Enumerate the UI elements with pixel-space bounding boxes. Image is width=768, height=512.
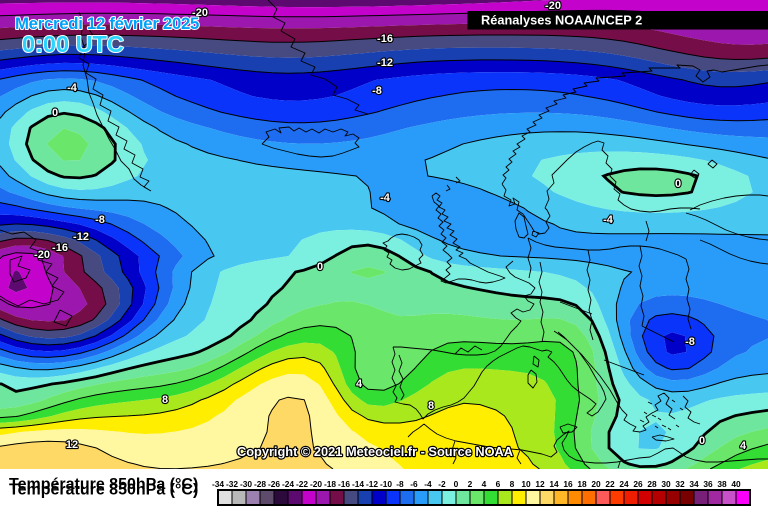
svg-text:-8: -8	[95, 214, 105, 226]
svg-text:10: 10	[521, 479, 531, 489]
svg-text:8: 8	[162, 394, 168, 406]
svg-text:-24: -24	[282, 479, 294, 489]
svg-text:4: 4	[482, 479, 487, 489]
svg-text:0:00 UTC: 0:00 UTC	[22, 31, 124, 57]
svg-text:8: 8	[510, 479, 515, 489]
svg-text:8: 8	[428, 400, 434, 412]
svg-text:-16: -16	[338, 479, 350, 489]
svg-text:-20: -20	[545, 0, 561, 12]
svg-text:28: 28	[647, 479, 657, 489]
svg-text:-28: -28	[254, 479, 266, 489]
svg-text:-4: -4	[380, 192, 391, 204]
svg-text:-16: -16	[377, 33, 393, 45]
svg-text:38: 38	[717, 479, 727, 489]
svg-text:6: 6	[496, 479, 501, 489]
svg-text:-12: -12	[73, 231, 89, 243]
svg-text:-30: -30	[240, 479, 252, 489]
svg-text:-8: -8	[396, 479, 404, 489]
svg-text:Copyright © 2021 Meteociel.fr: Copyright © 2021 Meteociel.fr - Source N…	[237, 444, 513, 459]
svg-text:-26: -26	[268, 479, 280, 489]
svg-text:-8: -8	[372, 85, 382, 97]
svg-text:-4: -4	[67, 82, 78, 94]
svg-text:-14: -14	[352, 479, 364, 489]
svg-text:0: 0	[52, 107, 58, 119]
svg-text:-32: -32	[226, 479, 238, 489]
svg-text:-34: -34	[212, 479, 224, 489]
svg-text:26: 26	[633, 479, 643, 489]
svg-text:36: 36	[703, 479, 713, 489]
svg-text:-4: -4	[603, 214, 614, 226]
svg-text:40: 40	[731, 479, 741, 489]
svg-text:12: 12	[535, 479, 545, 489]
svg-text:-6: -6	[410, 479, 418, 489]
svg-text:18: 18	[577, 479, 587, 489]
svg-text:16: 16	[563, 479, 573, 489]
svg-text:-4: -4	[424, 479, 432, 489]
svg-text:14: 14	[549, 479, 559, 489]
svg-text:30: 30	[661, 479, 671, 489]
svg-text:-10: -10	[380, 479, 392, 489]
svg-text:4: 4	[740, 440, 747, 452]
svg-text:-18: -18	[324, 479, 336, 489]
svg-text:22: 22	[605, 479, 615, 489]
svg-text:32: 32	[675, 479, 685, 489]
svg-text:0: 0	[699, 435, 705, 447]
svg-text:-2: -2	[438, 479, 446, 489]
svg-text:-22: -22	[296, 479, 308, 489]
svg-text:0: 0	[454, 479, 459, 489]
svg-text:2: 2	[468, 479, 473, 489]
svg-text:0: 0	[675, 178, 681, 190]
svg-text:0: 0	[317, 261, 323, 273]
svg-text:20: 20	[591, 479, 601, 489]
svg-text:Température 850hPa (°C): Température 850hPa (°C)	[9, 476, 198, 493]
svg-text:-12: -12	[366, 479, 378, 489]
svg-text:Température 850hPa (°C): Température 850hPa (°C)	[9, 482, 198, 499]
svg-text:-12: -12	[377, 57, 393, 69]
svg-text:4: 4	[356, 378, 363, 390]
svg-text:34: 34	[689, 479, 699, 489]
svg-text:-20: -20	[310, 479, 322, 489]
svg-text:Mercredi 12 février 2025: Mercredi 12 février 2025	[15, 14, 199, 33]
svg-text:-20: -20	[34, 249, 50, 261]
svg-text:12: 12	[66, 439, 78, 451]
svg-text:24: 24	[619, 479, 629, 489]
svg-text:Réanalyses NOAA/NCEP 2: Réanalyses NOAA/NCEP 2	[481, 13, 642, 28]
svg-text:-16: -16	[52, 242, 68, 254]
svg-text:-20: -20	[192, 7, 208, 19]
svg-text:-8: -8	[685, 336, 695, 348]
